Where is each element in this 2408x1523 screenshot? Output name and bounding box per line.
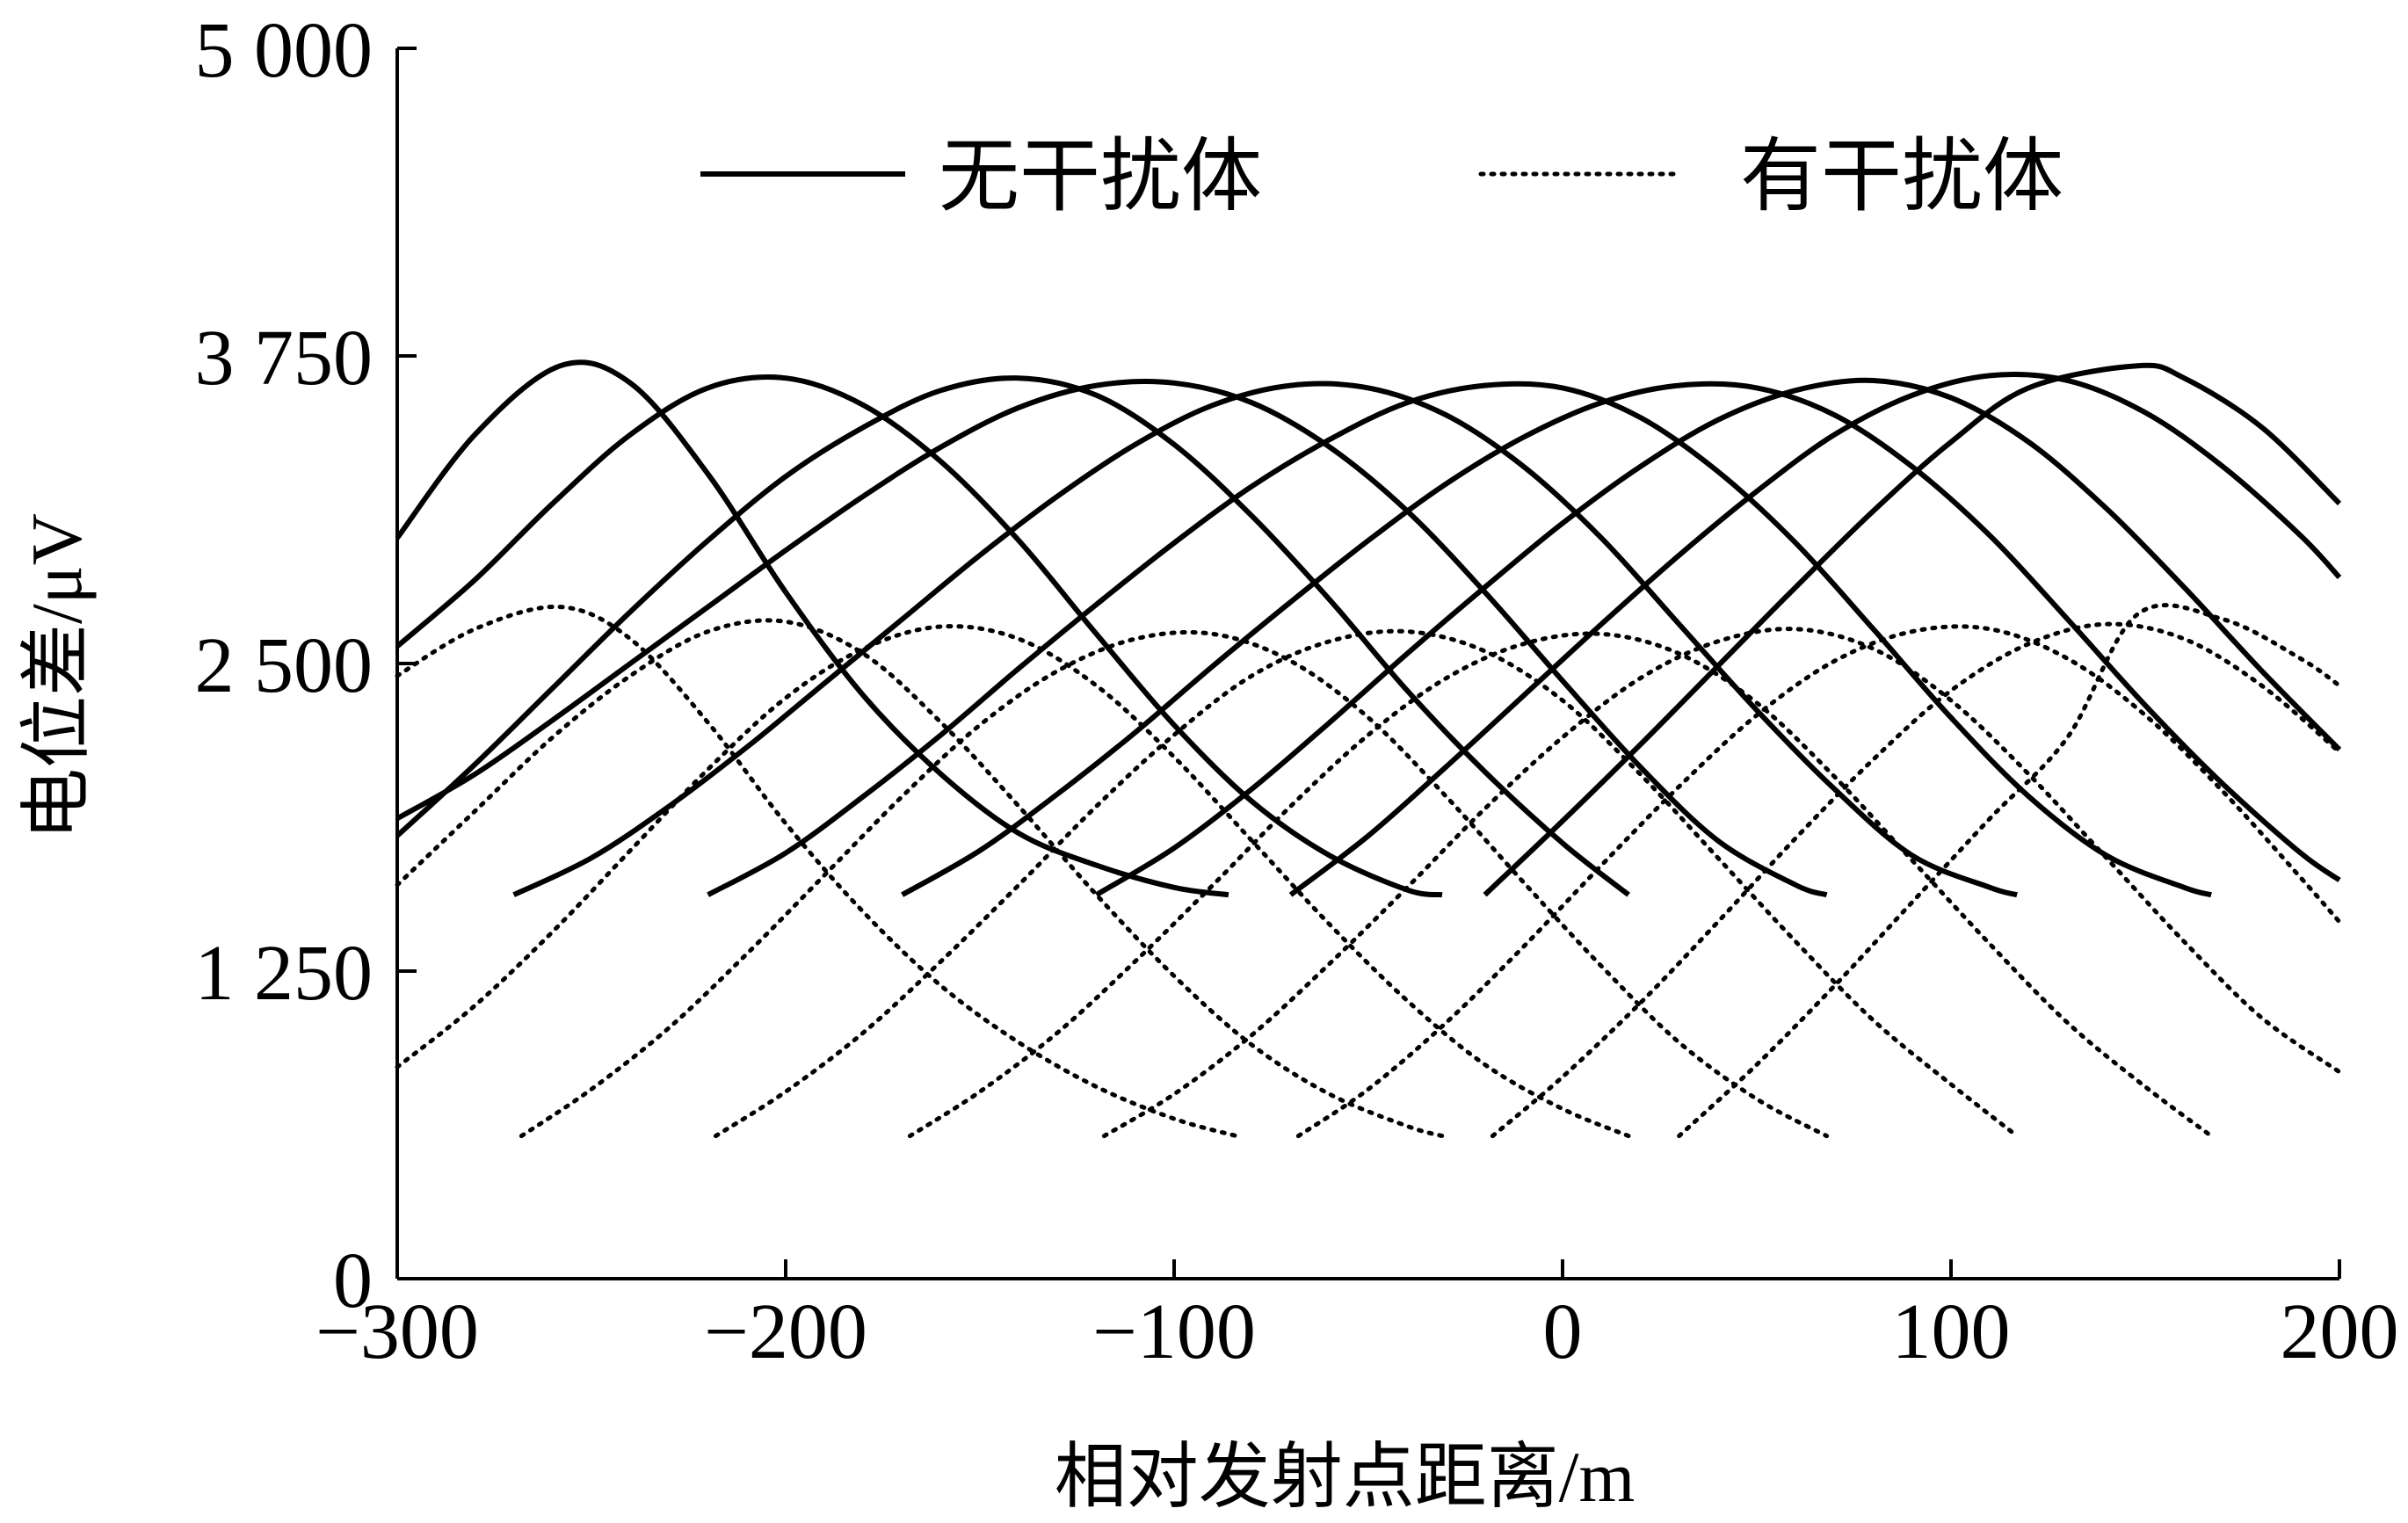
series-no-interference-line <box>395 375 1630 897</box>
legend: 无干扰体 有干扰体 <box>700 132 2063 221</box>
y-axis-label: 电位差/μV <box>17 513 97 840</box>
y-tick-label: 2 500 <box>195 622 374 709</box>
series-no-interference-line <box>707 381 2212 898</box>
x-tick-label: −100 <box>1092 1288 1256 1375</box>
series-with-interference-line <box>395 624 1631 1139</box>
series-no-interference-line <box>901 381 2341 897</box>
x-tick-label: 0 <box>1543 1288 1583 1375</box>
y-tick-label: 3 750 <box>195 315 374 402</box>
x-tick-label: −300 <box>316 1288 479 1375</box>
legend-label-with-interference: 有干扰体 <box>1740 132 2063 221</box>
series-with-interference-line <box>907 631 2214 1139</box>
legend-label-no-interference: 无干扰体 <box>939 132 1262 221</box>
series-no-interference-line <box>1288 372 2342 897</box>
x-tick-label: 100 <box>1892 1288 2011 1375</box>
series-with-interference-line <box>1101 627 2342 1139</box>
plot-lines <box>395 359 2342 1139</box>
y-tick-label: 0 <box>333 1237 373 1324</box>
series-no-interference-line <box>1095 377 2342 897</box>
series-with-interference-line <box>1677 603 2342 1139</box>
x-axis-label: 相对发射点距离/m <box>1055 1437 1636 1517</box>
series-with-interference-line <box>713 628 2020 1139</box>
series-with-interference-line <box>519 629 1830 1139</box>
y-tick-label: 5 000 <box>195 7 374 94</box>
series-with-interference-line <box>395 604 1239 1139</box>
ticks <box>395 47 2341 1280</box>
x-tick-label: 200 <box>2281 1288 2399 1375</box>
series-with-interference-line <box>1490 621 2342 1139</box>
series-with-interference-line <box>395 618 1445 1139</box>
series-no-interference-line <box>395 359 1229 898</box>
series-with-interference-line <box>1295 624 2342 1139</box>
tick-labels: −300 −200 −100 0 100 200 0 1 250 2 500 3 750 5 000 <box>195 7 2399 1375</box>
series-no-interference-line <box>395 379 1828 898</box>
axes <box>395 48 2339 1280</box>
series-no-interference-line <box>395 374 1443 898</box>
x-tick-label: −200 <box>704 1288 867 1375</box>
y-tick-label: 1 250 <box>195 930 374 1017</box>
series-no-interference-line <box>512 381 2018 898</box>
series-no-interference-line <box>1483 362 2342 897</box>
